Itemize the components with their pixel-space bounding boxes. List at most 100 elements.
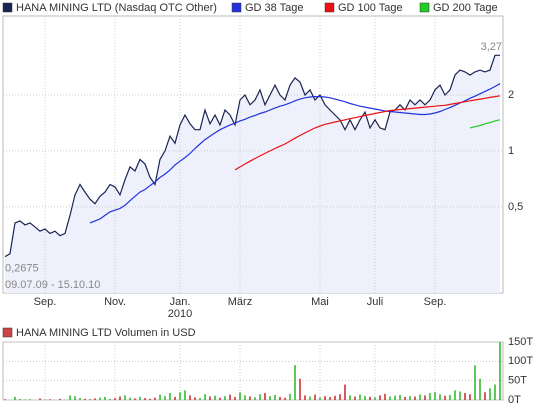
volume-bar xyxy=(399,394,401,400)
volume-bar xyxy=(419,394,421,400)
volume-bar xyxy=(114,398,116,400)
legend-swatch xyxy=(231,2,242,13)
legend-swatch xyxy=(419,2,430,13)
x-tick-label: Nov. xyxy=(104,296,126,308)
volume-bar xyxy=(184,390,186,400)
volume-bar xyxy=(164,396,166,400)
volume-plot-frame xyxy=(2,341,504,401)
volume-bar xyxy=(489,388,491,400)
y-tick-label: 150T xyxy=(508,336,533,348)
volume-bar xyxy=(29,399,31,400)
moving-average-line xyxy=(89,83,501,224)
x-tick-label: Sep. xyxy=(34,296,57,308)
x-tick-label: Juli xyxy=(367,296,384,308)
volume-bar xyxy=(59,398,61,400)
volume-bar xyxy=(49,399,51,400)
volume-bar xyxy=(484,392,486,400)
volume-bar xyxy=(289,393,291,400)
volume-bar xyxy=(4,399,6,400)
volume-bar xyxy=(124,395,126,400)
price-line xyxy=(4,54,500,258)
y-tick-label: 0,5 xyxy=(508,201,523,213)
volume-bar xyxy=(359,394,361,400)
volume-bar xyxy=(324,396,326,400)
volume-bar xyxy=(244,395,246,400)
volume-bar xyxy=(199,398,201,400)
x-sublabel: 2010 xyxy=(168,308,192,320)
volume-bar xyxy=(189,395,191,400)
volume-bar xyxy=(149,398,151,400)
volume-bar xyxy=(239,392,241,400)
volume-bar xyxy=(144,398,146,400)
volume-bar xyxy=(394,395,396,400)
volume-bar xyxy=(14,396,16,400)
volume-bar xyxy=(179,392,181,400)
volume-bar xyxy=(169,393,171,400)
volume-bar xyxy=(294,365,296,400)
volume-bar xyxy=(369,396,371,400)
volume-bar xyxy=(119,396,121,400)
legend-swatch xyxy=(2,2,13,13)
volume-bar xyxy=(389,396,391,400)
volume-bar xyxy=(274,394,276,400)
y-tick-label: 2 xyxy=(508,89,514,101)
x-tick-label: Sep. xyxy=(424,296,447,308)
price-area xyxy=(5,55,500,293)
volume-bar xyxy=(409,396,411,400)
min-label: 0,2675 xyxy=(5,262,39,274)
volume-bar xyxy=(454,390,456,400)
volume-bar xyxy=(104,396,106,400)
volume-bar xyxy=(154,397,156,400)
volume-bar xyxy=(39,398,41,400)
x-tick-label: März xyxy=(228,296,252,308)
volume-bar xyxy=(159,394,161,400)
y-tick-label: 1 xyxy=(508,145,514,157)
volume-bar xyxy=(459,391,461,400)
volume-bar xyxy=(349,395,351,400)
volume-bar xyxy=(209,396,211,400)
chart-title: HANA MINING LTD Volumen in USD xyxy=(16,327,196,339)
volume-bar xyxy=(269,396,271,400)
volume-bar xyxy=(479,378,481,400)
y-tick-label: 100T xyxy=(508,355,533,367)
volume-bar xyxy=(429,393,431,400)
moving-average-line xyxy=(234,95,501,171)
volume-bar xyxy=(474,365,476,400)
legend-label: GD 200 Tage xyxy=(433,2,498,14)
y-tick-label: 0T xyxy=(508,394,521,406)
volume-bar xyxy=(329,396,331,400)
volume-bar xyxy=(84,398,86,400)
volume-bar xyxy=(319,397,321,400)
volume-bar xyxy=(364,396,366,400)
volume-bar xyxy=(234,396,236,400)
legend-swatch xyxy=(2,327,13,338)
volume-bar xyxy=(194,397,196,400)
volume-bar xyxy=(229,394,231,400)
volume-bar xyxy=(204,394,206,400)
date-range: 09.07.09 - 15.10.10 xyxy=(5,279,100,291)
volume-bar xyxy=(94,398,96,400)
volume-bar xyxy=(469,394,471,400)
volume-bar xyxy=(299,378,301,400)
volume-bar xyxy=(424,395,426,400)
volume-bar xyxy=(19,398,21,400)
legend-label: HANA MINING LTD (Nasdaq OTC Other) xyxy=(16,2,217,14)
volume-bar xyxy=(109,398,111,400)
volume-bar xyxy=(499,342,501,400)
volume-bar xyxy=(79,398,81,400)
volume-bar xyxy=(279,396,281,400)
y-tick-label: 50T xyxy=(508,375,527,387)
volume-bar xyxy=(249,396,251,400)
volume-bar xyxy=(264,393,266,400)
volume-bar xyxy=(309,396,311,400)
legend-label: GD 100 Tage xyxy=(338,2,403,14)
volume-bar xyxy=(334,395,336,400)
volume-bar xyxy=(69,395,71,400)
volume-bar xyxy=(139,396,141,400)
volume-bar xyxy=(304,395,306,400)
volume-bar xyxy=(354,396,356,400)
volume-bar xyxy=(449,394,451,400)
volume-bar xyxy=(259,394,261,400)
moving-average-line xyxy=(469,119,501,129)
